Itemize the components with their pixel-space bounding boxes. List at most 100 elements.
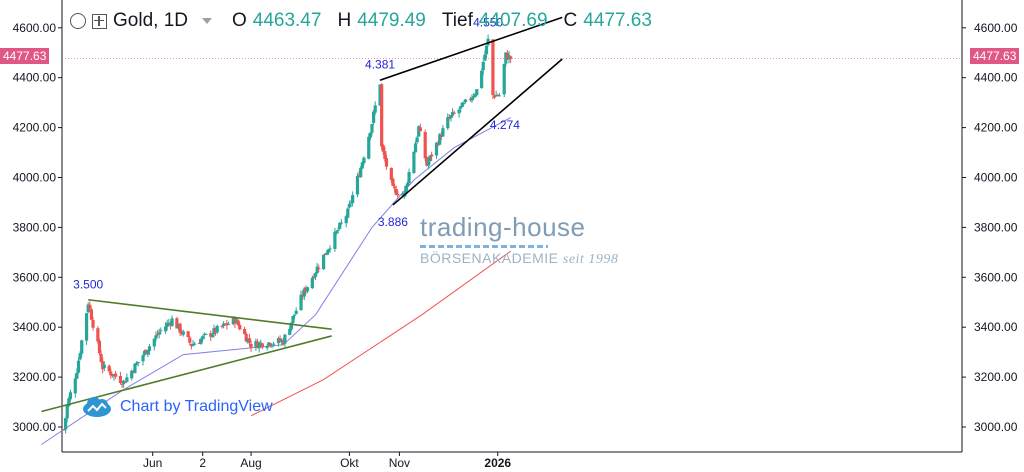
candle-body bbox=[109, 371, 113, 376]
candle-body bbox=[289, 322, 293, 330]
candle-body bbox=[496, 94, 500, 96]
candle-body bbox=[199, 338, 203, 344]
candle-body bbox=[204, 333, 208, 335]
candle-body bbox=[288, 328, 292, 335]
candle-body bbox=[223, 323, 227, 325]
y-tick-label-right: 4600.00 bbox=[974, 21, 1018, 35]
candle-body bbox=[267, 342, 271, 346]
candle-body bbox=[186, 331, 190, 338]
candle-body bbox=[336, 229, 340, 231]
symbol-title[interactable]: Gold, 1D bbox=[113, 10, 188, 31]
candle-body bbox=[483, 54, 487, 61]
candle-body bbox=[259, 342, 263, 344]
candle-body bbox=[491, 39, 495, 95]
candle-body bbox=[415, 137, 419, 143]
candle-body bbox=[255, 341, 260, 348]
x-tick-label: 2026 bbox=[484, 456, 511, 470]
watermark-sub: BÖRSENAKADEMIE seit 1998 bbox=[420, 250, 618, 268]
y-tick-label-left: 3400.00 bbox=[13, 320, 57, 334]
candle-body bbox=[215, 325, 219, 333]
price-annotation: 4.550 bbox=[473, 15, 503, 29]
attribution-text[interactable]: Chart by TradingView bbox=[120, 398, 273, 415]
candle-body bbox=[389, 167, 393, 180]
candle-body bbox=[272, 343, 276, 345]
candle-body bbox=[428, 155, 432, 162]
candle-body bbox=[123, 381, 127, 383]
y-tick-label-right: 3200.00 bbox=[974, 370, 1018, 384]
candle-body bbox=[326, 249, 331, 253]
watermark: trading-house BÖRSENAKADEMIE seit 1998 bbox=[420, 212, 618, 268]
candle-body bbox=[234, 319, 239, 324]
hide-icon[interactable] bbox=[70, 13, 86, 29]
candle-body bbox=[167, 322, 171, 324]
candle-body bbox=[107, 365, 111, 372]
candle-body bbox=[338, 223, 342, 229]
x-tick-label: Nov bbox=[389, 456, 410, 470]
candle-body bbox=[462, 102, 466, 104]
candle-body bbox=[355, 175, 360, 195]
candle-body bbox=[351, 195, 355, 204]
candle-body bbox=[146, 350, 150, 355]
candle-body bbox=[73, 378, 77, 394]
compare-icon[interactable] bbox=[92, 13, 107, 29]
candle-body bbox=[260, 343, 264, 348]
chevron-down-icon[interactable] bbox=[201, 18, 212, 24]
candle-body bbox=[152, 338, 156, 347]
candle-body bbox=[436, 143, 440, 145]
high-label: H bbox=[337, 10, 352, 31]
candle-body bbox=[349, 202, 353, 204]
candle-body bbox=[292, 314, 297, 316]
candle-body bbox=[114, 373, 118, 377]
candle-body bbox=[265, 346, 269, 349]
candle-body bbox=[213, 327, 218, 333]
candle-body bbox=[64, 418, 68, 430]
candle-body bbox=[243, 328, 247, 334]
candle-body bbox=[65, 405, 69, 419]
candle-body bbox=[334, 231, 339, 234]
candle-body bbox=[102, 364, 106, 369]
candle-body bbox=[313, 273, 318, 277]
y-tick-label-right: 4400.00 bbox=[974, 71, 1018, 85]
candle-body bbox=[344, 216, 348, 224]
candle-body bbox=[75, 372, 79, 379]
candle-body bbox=[323, 253, 327, 255]
candle-body bbox=[394, 188, 398, 195]
candle-body bbox=[210, 334, 214, 338]
candle-body bbox=[118, 375, 123, 383]
candle-body bbox=[225, 323, 229, 326]
candle-body bbox=[165, 323, 169, 327]
candle-body bbox=[471, 96, 476, 98]
candle-body bbox=[302, 288, 306, 297]
candle-body bbox=[325, 252, 329, 255]
chart-header: Gold, 1D O 4463.47 H 4479.49 Tief 4407.6… bbox=[70, 6, 662, 36]
candle-body bbox=[246, 338, 250, 343]
x-tick-label: Aug bbox=[240, 456, 261, 470]
candle-body bbox=[247, 338, 252, 343]
candle-body bbox=[112, 374, 116, 377]
candle-body bbox=[141, 355, 145, 362]
candle-body bbox=[447, 117, 451, 119]
low-label: Tief bbox=[441, 10, 473, 31]
price-annotation: 4.381 bbox=[365, 57, 395, 71]
watermark-dash bbox=[420, 245, 548, 248]
candle-body bbox=[404, 186, 408, 195]
candle-body bbox=[191, 344, 195, 346]
candle-body bbox=[367, 136, 371, 159]
y-tick-label-right: 3800.00 bbox=[974, 220, 1018, 234]
candle-body bbox=[381, 145, 385, 152]
candle-body bbox=[509, 56, 513, 59]
candle-body bbox=[125, 377, 129, 382]
trendline-triangle bbox=[88, 298, 332, 330]
candle-body bbox=[202, 333, 206, 336]
candle-body bbox=[120, 383, 124, 385]
y-tick-label-left: 3000.00 bbox=[13, 420, 57, 434]
candle-body bbox=[438, 134, 442, 145]
candle-body bbox=[134, 362, 139, 365]
candle-body bbox=[180, 331, 184, 334]
tradingview-attribution[interactable]: Chart by TradingView bbox=[82, 396, 273, 418]
moving-average-blue bbox=[41, 117, 511, 445]
candle-body bbox=[470, 97, 474, 101]
candle-body bbox=[451, 112, 455, 116]
candle-body bbox=[426, 161, 431, 166]
